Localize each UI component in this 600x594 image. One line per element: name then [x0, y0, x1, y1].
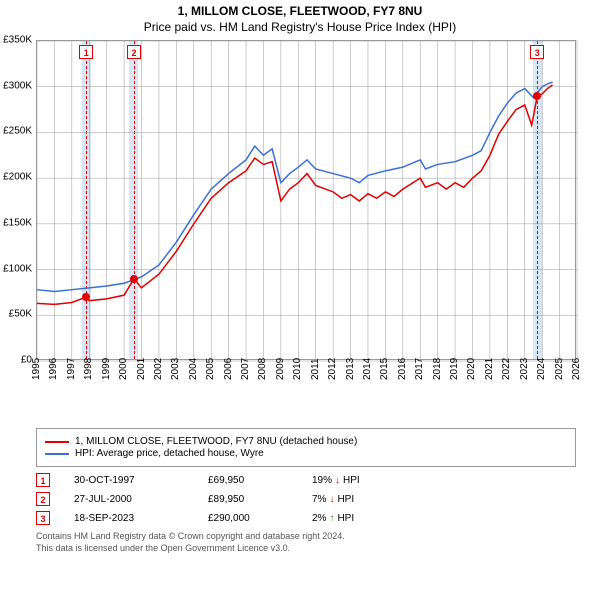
marker-box: 1 — [79, 45, 93, 59]
y-tick-label: £100K — [3, 263, 32, 274]
x-tick-label: 2006 — [223, 358, 234, 380]
x-tick-label: 2021 — [484, 358, 495, 380]
transaction-marker: 3 — [36, 511, 50, 525]
y-axis-labels: £0£50K£100K£150K£200K£250K£300K£350K — [0, 40, 34, 380]
legend-label: HPI: Average price, detached house, Wyre — [75, 448, 264, 459]
y-tick-label: £150K — [3, 217, 32, 228]
x-tick-label: 2022 — [501, 358, 512, 380]
transaction-diff: 19%↓HPI — [312, 475, 402, 486]
chart-title: 1, MILLOM CLOSE, FLEETWOOD, FY7 8NU — [0, 4, 600, 18]
transaction-date: 18-SEP-2023 — [74, 513, 184, 524]
plot-area: 1 2 3 — [36, 40, 576, 360]
sale-point — [82, 293, 90, 301]
legend: 1, MILLOM CLOSE, FLEETWOOD, FY7 8NU (det… — [36, 428, 576, 467]
x-tick-label: 2011 — [310, 358, 321, 380]
legend-label: 1, MILLOM CLOSE, FLEETWOOD, FY7 8NU (det… — [75, 436, 357, 447]
x-tick-label: 2016 — [397, 358, 408, 380]
x-tick-label: 2020 — [466, 358, 477, 380]
x-tick-label: 2001 — [136, 358, 147, 380]
transaction-marker: 1 — [36, 473, 50, 487]
x-axis-labels: 1995199619971998199920002001200220032004… — [36, 362, 576, 402]
legend-item: HPI: Average price, detached house, Wyre — [45, 448, 567, 459]
x-tick-label: 2005 — [205, 358, 216, 380]
transaction-diff: 2%↑HPI — [312, 513, 402, 524]
transaction-price: £89,950 — [208, 494, 288, 505]
x-tick-label: 2010 — [292, 358, 303, 380]
x-tick-label: 2003 — [170, 358, 181, 380]
x-tick-label: 2008 — [257, 358, 268, 380]
arrow-icon: ↓ — [335, 475, 340, 486]
x-tick-label: 2025 — [554, 358, 565, 380]
x-tick-label: 2017 — [414, 358, 425, 380]
x-tick-label: 2000 — [118, 358, 129, 380]
y-tick-label: £350K — [3, 35, 32, 46]
x-tick-label: 2015 — [379, 358, 390, 380]
x-tick-label: 2024 — [536, 358, 547, 380]
footer-line-2: This data is licensed under the Open Gov… — [36, 543, 576, 555]
series-line — [37, 82, 553, 291]
y-tick-label: £250K — [3, 126, 32, 137]
marker-box: 2 — [127, 45, 141, 59]
legend-swatch — [45, 441, 69, 443]
transaction-date: 30-OCT-1997 — [74, 475, 184, 486]
footer-attribution: Contains HM Land Registry data © Crown c… — [36, 531, 576, 554]
sale-point — [533, 92, 541, 100]
series-line — [37, 85, 553, 304]
transaction-row: 1 30-OCT-1997 £69,950 19%↓HPI — [36, 473, 576, 487]
y-tick-label: £50K — [9, 309, 32, 320]
transaction-price: £290,000 — [208, 513, 288, 524]
x-tick-label: 1997 — [66, 358, 77, 380]
marker-box: 3 — [530, 45, 544, 59]
transaction-diff: 7%↓HPI — [312, 494, 402, 505]
x-tick-label: 2018 — [432, 358, 443, 380]
chart-subtitle: Price paid vs. HM Land Registry's House … — [0, 20, 600, 34]
x-tick-label: 2013 — [345, 358, 356, 380]
legend-swatch — [45, 453, 69, 455]
legend-item: 1, MILLOM CLOSE, FLEETWOOD, FY7 8NU (det… — [45, 436, 567, 447]
x-tick-label: 2009 — [275, 358, 286, 380]
y-tick-label: £200K — [3, 172, 32, 183]
transaction-date: 27-JUL-2000 — [74, 494, 184, 505]
x-tick-label: 2019 — [449, 358, 460, 380]
x-tick-label: 1998 — [83, 358, 94, 380]
transaction-row: 2 27-JUL-2000 £89,950 7%↓HPI — [36, 492, 576, 506]
transaction-price: £69,950 — [208, 475, 288, 486]
y-tick-label: £300K — [3, 80, 32, 91]
x-tick-label: 2012 — [327, 358, 338, 380]
transactions-table: 1 30-OCT-1997 £69,950 19%↓HPI 2 27-JUL-2000 £8… — [36, 473, 576, 525]
transaction-marker: 2 — [36, 492, 50, 506]
x-tick-label: 2026 — [571, 358, 582, 380]
x-tick-label: 2023 — [519, 358, 530, 380]
x-tick-label: 2002 — [153, 358, 164, 380]
transaction-row: 3 18-SEP-2023 £290,000 2%↑HPI — [36, 511, 576, 525]
x-tick-label: 1999 — [101, 358, 112, 380]
chart-area: £0£50K£100K£150K£200K£250K£300K£350K 123… — [36, 40, 596, 380]
footer-line-1: Contains HM Land Registry data © Crown c… — [36, 531, 576, 543]
sale-point — [130, 275, 138, 283]
x-tick-label: 1996 — [48, 358, 59, 380]
x-tick-label: 2004 — [188, 358, 199, 380]
arrow-icon: ↓ — [329, 494, 334, 505]
x-tick-label: 2014 — [362, 358, 373, 380]
x-tick-label: 2007 — [240, 358, 251, 380]
x-tick-label: 1995 — [31, 358, 42, 380]
arrow-icon: ↑ — [329, 513, 334, 524]
